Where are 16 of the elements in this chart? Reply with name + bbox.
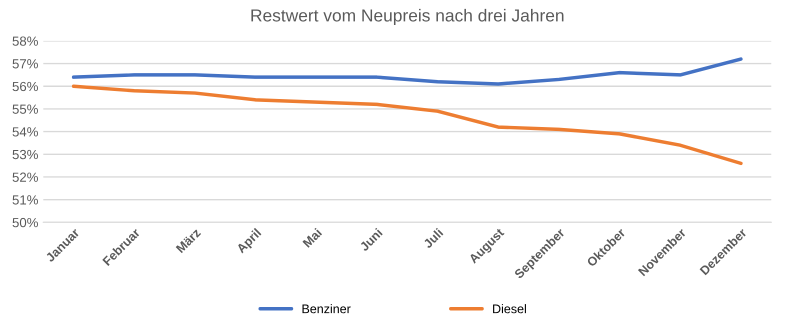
line-series [72,84,743,166]
y-tick-label: 58% [12,36,38,46]
y-tick-label: 56% [12,82,38,92]
y-tick-label: 57% [12,59,38,68]
y-tick-label: 54% [12,127,38,137]
y-tick-label: 53% [12,150,38,160]
line-series [72,57,743,86]
y-tick-label: 50% [12,218,38,228]
y-tick-label: 52% [12,172,38,182]
x-tick-label: Juli [422,228,444,249]
legend-label: Diesel [493,304,526,314]
chart-title: Restwert vom Neupreis nach drei Jahren [251,8,564,26]
x-tick-label: Mai [302,228,322,248]
y-tick-label: 51% [12,195,38,205]
y-tick-label: 55% [12,104,38,114]
legend-label: Benziner [302,304,351,314]
